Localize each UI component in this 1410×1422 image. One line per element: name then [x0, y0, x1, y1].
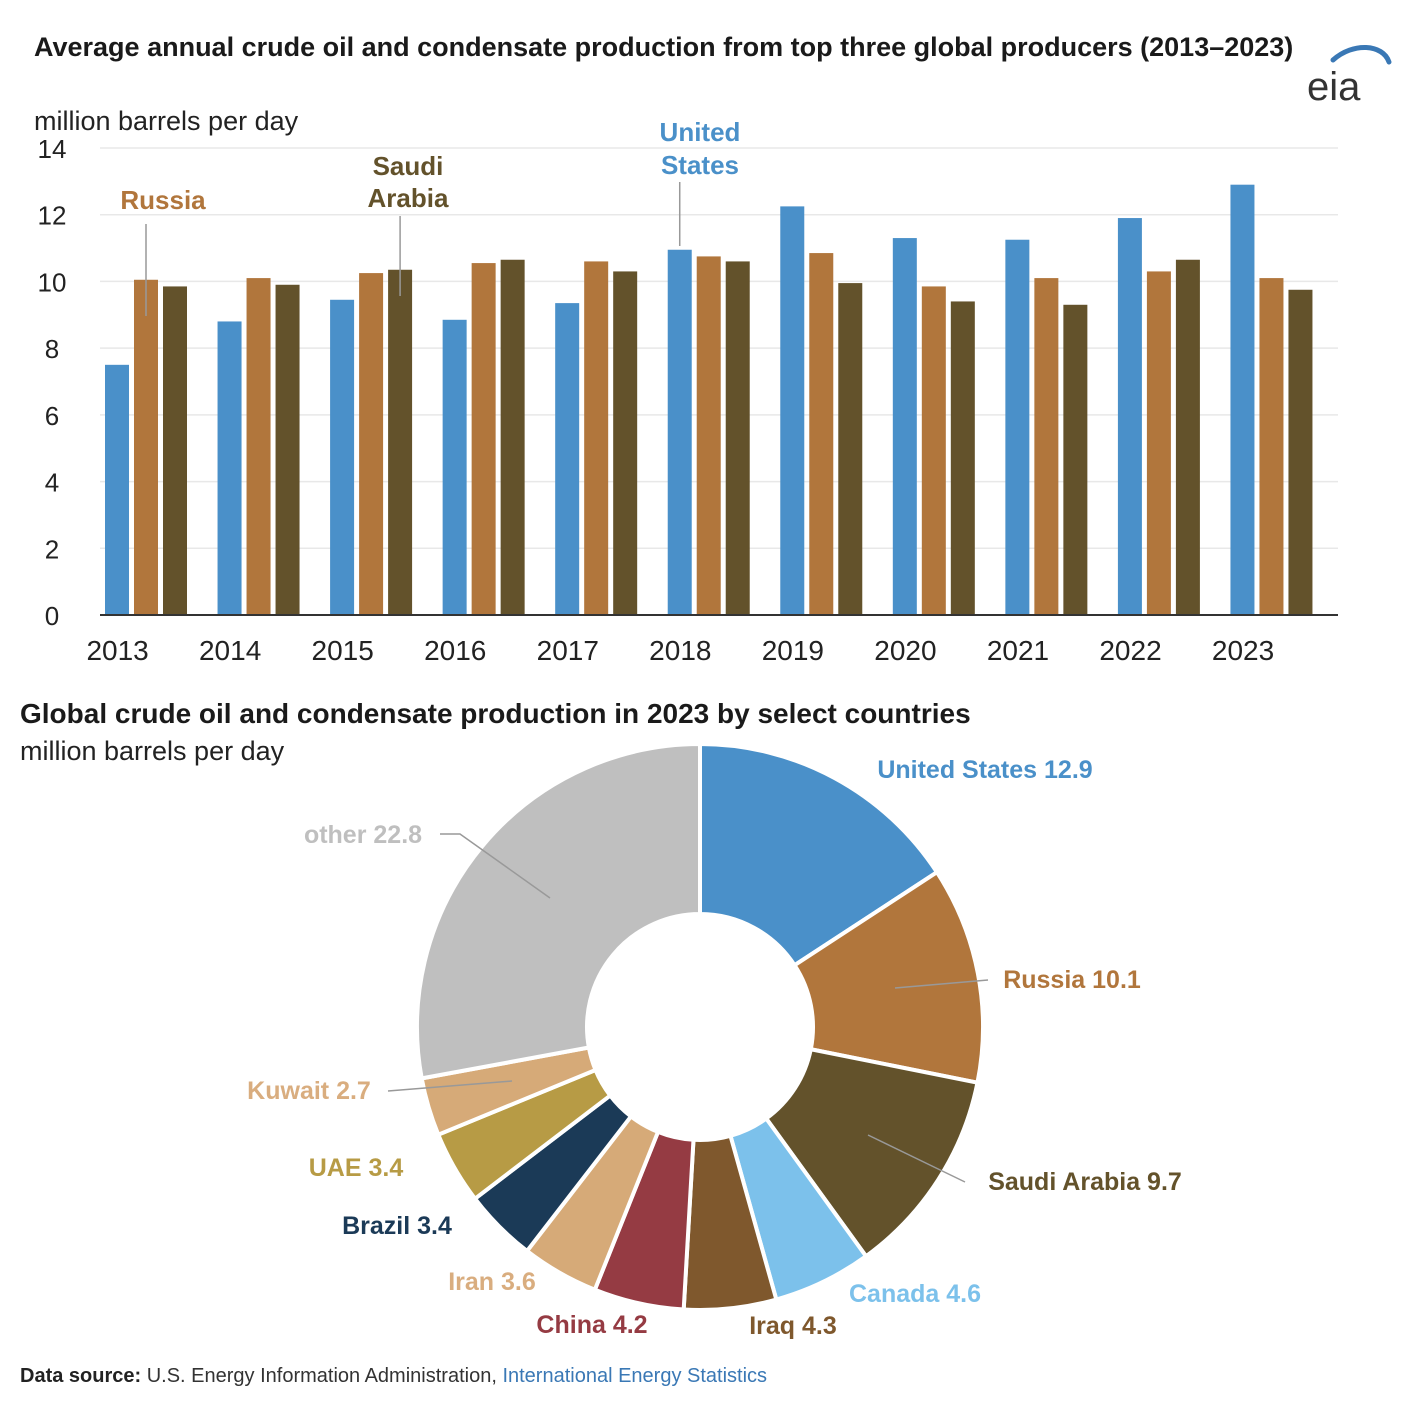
x-tick-label: 2019 — [762, 635, 824, 666]
bar-united-states-2016 — [442, 319, 467, 615]
pie-chart-title: Global crude oil and condensate producti… — [20, 698, 971, 729]
bar-united-states-2020 — [892, 238, 917, 616]
data-source-link[interactable]: International Energy Statistics — [502, 1365, 768, 1387]
bar-russia-2021 — [1034, 278, 1059, 615]
x-tick-label: 2021 — [987, 635, 1049, 666]
bar-saudi-arabia-2023 — [1288, 289, 1313, 615]
series-label-russia: Russia — [120, 185, 206, 215]
series-label-united-states: United — [660, 117, 741, 147]
bar-russia-2015 — [359, 273, 384, 615]
bar-saudi-arabia-2020 — [950, 301, 975, 615]
bar-united-states-2015 — [330, 299, 355, 615]
slice-uae — [435, 1067, 613, 1202]
bar-russia-2018 — [696, 256, 721, 615]
slice-iran — [524, 1113, 661, 1293]
bar-united-states-2019 — [780, 206, 805, 615]
slice-iraq — [681, 1133, 779, 1312]
bar-chart-units: million barrels per day — [34, 106, 299, 136]
logo-text: eia — [1307, 65, 1361, 108]
bar-chart-title: Average annual crude oil and condensate … — [34, 32, 1294, 62]
bar-saudi-arabia-2019 — [838, 283, 863, 615]
slice-label-leader — [867, 1134, 966, 1183]
slice-label-leader — [387, 1080, 513, 1092]
data-source: Data source: U.S. Energy Information Adm… — [20, 1365, 767, 1388]
bar-chart: 0 2 4 6 8 10 12 14 2013 2014 2015 2016 2017 2018 2019 2… — [38, 117, 1338, 666]
series-label-united-states: States — [661, 150, 739, 180]
slice-russia — [791, 869, 985, 1086]
slice-brazil — [472, 1092, 634, 1254]
slice-label-other: other 22.8 — [304, 821, 422, 849]
bar-united-states-2023 — [1230, 184, 1255, 615]
bar-saudi-arabia-2021 — [1063, 304, 1088, 615]
x-tick-label: 2018 — [649, 635, 711, 666]
bar-russia-2017 — [584, 261, 609, 615]
data-source-label: Data source: — [20, 1365, 142, 1387]
slice-label-iraq: Iraq 4.3 — [749, 1312, 837, 1340]
slice-label-uae: UAE 3.4 — [309, 1154, 404, 1182]
x-tick-label: 2022 — [1099, 635, 1161, 666]
pie-chart-units: million barrels per day — [20, 736, 285, 766]
slice-kuwait — [419, 1045, 599, 1138]
bar-russia-2013 — [134, 279, 158, 615]
y-tick-label: 2 — [45, 534, 59, 564]
slice-china — [592, 1129, 696, 1312]
bar-russia-2014 — [246, 278, 271, 615]
series-label-saudi-arabia: Arabia — [368, 183, 449, 213]
bar-saudi-arabia-2022 — [1175, 259, 1200, 615]
x-tick-label: 2023 — [1212, 635, 1274, 666]
slice-label-canada: Canada 4.6 — [849, 1280, 981, 1308]
slice-saudi-arabia — [763, 1046, 980, 1260]
bar-saudi-arabia-2015 — [388, 269, 413, 615]
y-tick-label: 4 — [45, 468, 59, 498]
y-tick-label: 14 — [38, 134, 67, 164]
bar-united-states-2018 — [667, 249, 692, 615]
x-tick-label: 2020 — [874, 635, 936, 666]
bar-russia-2023 — [1259, 278, 1284, 615]
slice-label-saudi-arabia: Saudi Arabia 9.7 — [988, 1168, 1182, 1196]
bar-saudi-arabia-2018 — [725, 261, 750, 615]
y-tick-label: 6 — [45, 401, 59, 431]
bar-united-states-2013 — [105, 364, 129, 615]
slice-other — [415, 741, 702, 1081]
x-tick-label: 2016 — [424, 635, 486, 666]
x-tick-label: 2017 — [537, 635, 599, 666]
bar-russia-2020 — [921, 286, 946, 615]
bar-united-states-2014 — [217, 321, 242, 615]
eia-logo-icon: eia — [1307, 45, 1392, 108]
bar-russia-2016 — [471, 263, 496, 615]
bar-united-states-2022 — [1117, 218, 1142, 616]
slice-label-united-states: United States 12.9 — [877, 756, 1092, 784]
x-tick-label: 2013 — [86, 635, 148, 666]
bar-united-states-2017 — [555, 303, 580, 615]
x-tick-label: 2015 — [312, 635, 374, 666]
bar-russia-2019 — [809, 253, 834, 615]
bar-saudi-arabia-2017 — [613, 271, 638, 615]
slice-label-russia: Russia 10.1 — [1003, 966, 1141, 994]
y-tick-label: 12 — [38, 201, 67, 231]
slice-label-leader — [894, 979, 989, 989]
data-source-text: U.S. Energy Information Administration, — [141, 1365, 503, 1387]
slice-label-brazil: Brazil 3.4 — [342, 1212, 452, 1240]
y-tick-label: 8 — [45, 334, 59, 364]
x-tick-label: 2014 — [199, 635, 261, 666]
slice-united-states — [698, 741, 940, 968]
series-label-saudi-arabia: Saudi — [373, 151, 444, 181]
y-tick-label: 10 — [38, 267, 67, 297]
bar-russia-2022 — [1146, 271, 1171, 615]
slice-label-kuwait: Kuwait 2.7 — [247, 1077, 371, 1105]
bar-saudi-arabia-2016 — [500, 259, 525, 615]
y-tick-label: 0 — [45, 601, 59, 631]
bar-saudi-arabia-2013 — [163, 286, 187, 615]
slice-label-iran: Iran 3.6 — [448, 1268, 536, 1296]
bar-united-states-2021 — [1005, 239, 1030, 615]
bar-saudi-arabia-2014 — [275, 284, 300, 615]
slice-canada — [728, 1115, 869, 1302]
slice-label-china: China 4.2 — [536, 1311, 647, 1339]
slice-label-leader — [440, 833, 551, 899]
